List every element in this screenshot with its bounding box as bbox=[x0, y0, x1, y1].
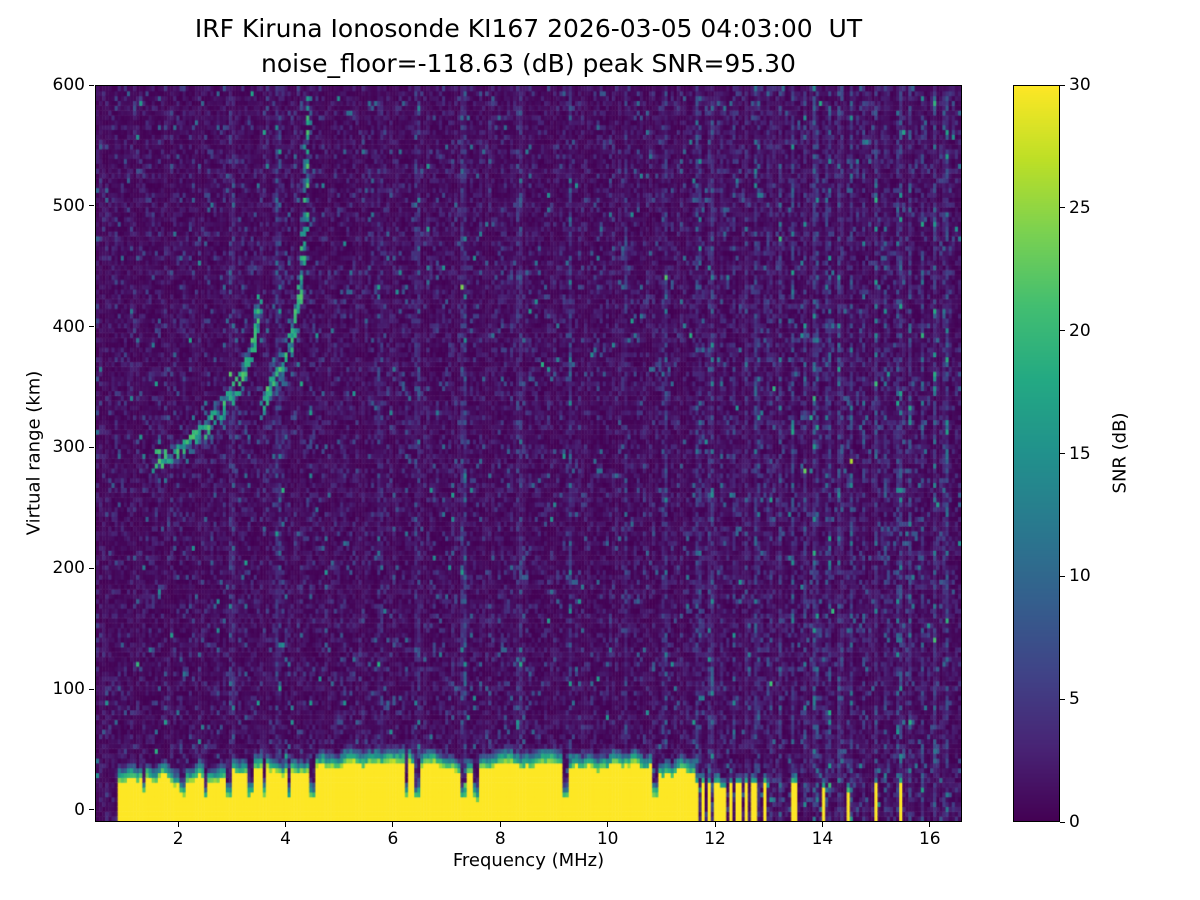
colorbar-tick-label: 30 bbox=[1069, 75, 1091, 95]
colorbar-tick-mark bbox=[1060, 575, 1065, 577]
x-tick-label: 12 bbox=[704, 829, 726, 849]
x-axis-label: Frequency (MHz) bbox=[452, 850, 605, 871]
x-tick-mark bbox=[714, 822, 716, 827]
x-tick-label: 10 bbox=[596, 829, 619, 849]
y-tick-mark bbox=[89, 809, 94, 811]
ionogram-heatmap bbox=[96, 86, 961, 821]
y-tick-mark bbox=[89, 446, 94, 448]
colorbar-tick-label: 25 bbox=[1069, 197, 1091, 218]
colorbar-tick-mark bbox=[1060, 84, 1065, 86]
y-tick-label: 300 bbox=[52, 437, 85, 458]
y-tick-label: 200 bbox=[52, 558, 85, 579]
colorbar-label: SNR (dB) bbox=[1109, 412, 1131, 494]
x-tick-label: 14 bbox=[811, 829, 834, 849]
colorbar-tick-mark bbox=[1060, 330, 1065, 332]
x-tick-mark bbox=[821, 822, 823, 827]
chart-title: IRF Kiruna Ionosonde KI167 2026-03-05 04… bbox=[194, 14, 863, 43]
y-tick-label: 500 bbox=[52, 195, 85, 216]
colorbar-tick-label: 20 bbox=[1069, 320, 1091, 341]
y-tick-label: 100 bbox=[52, 679, 85, 700]
colorbar-gradient bbox=[1014, 86, 1059, 821]
colorbar-tick-label: 15 bbox=[1069, 443, 1091, 464]
x-tick-label: 6 bbox=[387, 829, 399, 849]
x-tick-mark bbox=[392, 822, 394, 827]
chart-subtitle: noise_floor=-118.63 (dB) peak SNR=95.30 bbox=[261, 49, 796, 78]
x-tick-mark bbox=[177, 822, 179, 827]
x-tick-label: 2 bbox=[172, 829, 184, 849]
y-tick-mark bbox=[89, 84, 94, 86]
colorbar-tick-mark bbox=[1060, 821, 1065, 823]
colorbar-tick-label: 0 bbox=[1069, 812, 1080, 832]
x-tick-label: 8 bbox=[494, 829, 506, 849]
plot-area bbox=[95, 85, 962, 822]
x-tick-mark bbox=[607, 822, 609, 827]
colorbar-tick-label: 5 bbox=[1069, 689, 1080, 710]
y-tick-label: 600 bbox=[52, 75, 85, 95]
colorbar bbox=[1013, 85, 1060, 822]
colorbar-tick-mark bbox=[1060, 698, 1065, 700]
colorbar-tick-mark bbox=[1060, 453, 1065, 454]
x-tick-label: 4 bbox=[280, 829, 291, 849]
x-tick-mark bbox=[499, 822, 501, 827]
y-tick-mark bbox=[89, 205, 94, 207]
x-tick-mark bbox=[285, 822, 287, 827]
x-tick-mark bbox=[929, 822, 931, 827]
y-tick-mark bbox=[89, 567, 94, 569]
y-tick-label: 0 bbox=[74, 799, 85, 820]
x-tick-label: 16 bbox=[918, 829, 941, 849]
y-tick-label: 400 bbox=[52, 316, 85, 337]
colorbar-tick-label: 10 bbox=[1069, 566, 1091, 587]
y-tick-mark bbox=[89, 326, 94, 328]
colorbar-tick-mark bbox=[1060, 207, 1065, 209]
y-tick-mark bbox=[89, 688, 94, 690]
